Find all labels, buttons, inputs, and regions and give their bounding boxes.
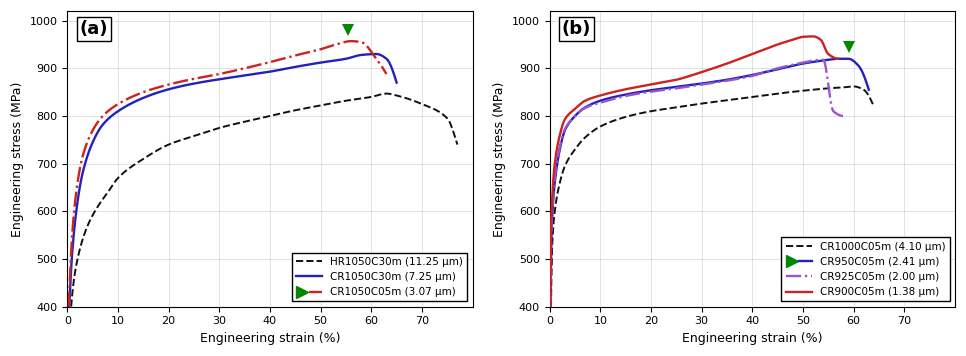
Y-axis label: Engineering stress (MPa): Engineering stress (MPa)	[494, 81, 506, 236]
X-axis label: Engineering strain (%): Engineering strain (%)	[682, 332, 822, 345]
Text: (a): (a)	[79, 20, 108, 38]
X-axis label: Engineering strain (%): Engineering strain (%)	[200, 332, 340, 345]
Legend: HR1050C30m (11.25 μm), CR1050C30m (7.25 μm), CR1050C05m (3.07 μm): HR1050C30m (11.25 μm), CR1050C30m (7.25 …	[292, 253, 468, 302]
Text: (b): (b)	[562, 20, 591, 38]
Legend: CR1000C05m (4.10 μm), CR950C05m (2.41 μm), CR925C05m (2.00 μm), CR900C05m (1.38 : CR1000C05m (4.10 μm), CR950C05m (2.41 μm…	[781, 237, 950, 302]
Y-axis label: Engineering stress (MPa): Engineering stress (MPa)	[12, 81, 24, 236]
